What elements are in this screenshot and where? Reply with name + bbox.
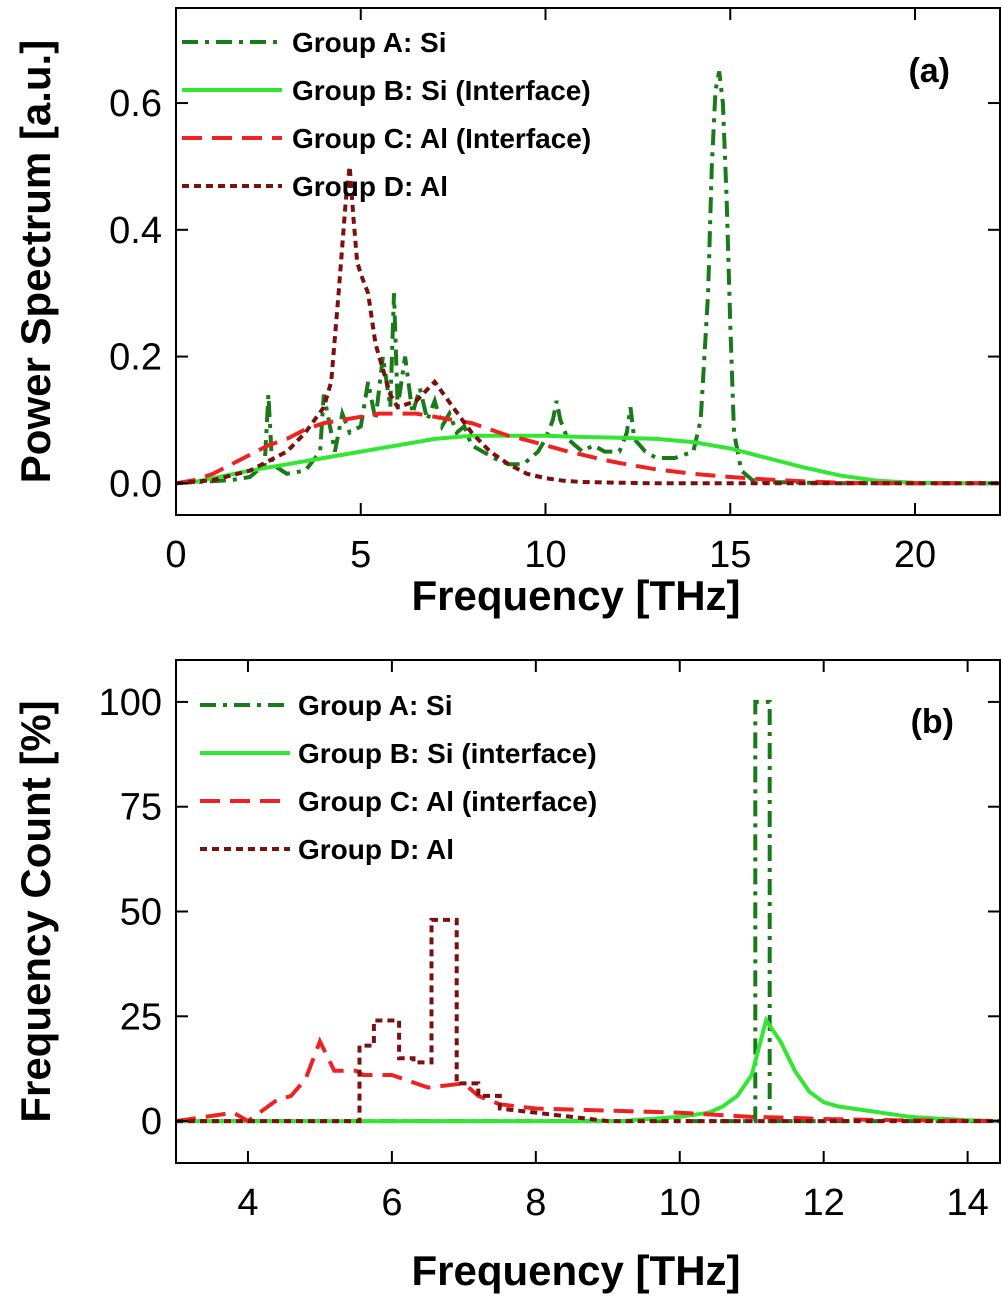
series-line-b-2: [175, 1036, 1001, 1124]
series-line-a-0: [175, 71, 1000, 486]
legend-label: Group B: Si (Interface): [292, 75, 591, 106]
x-tick-label: 14: [946, 1182, 988, 1224]
series-line-b-3: [176, 917, 1000, 1124]
x-tick-label: 10: [659, 1182, 701, 1224]
y-tick-label: 0.0: [109, 463, 162, 505]
x-tick-label: 4: [237, 1182, 258, 1224]
x-tick-label: 0: [165, 534, 186, 576]
y-tick-label: 0: [141, 1101, 162, 1143]
x-tick-label: 12: [803, 1182, 845, 1224]
x-tick-label: 20: [894, 534, 936, 576]
x-tick-label: 15: [709, 534, 751, 576]
legend-label: Group B: Si (interface): [298, 738, 597, 769]
y-tick-label: 0.4: [109, 210, 162, 252]
y-tick-label: 0.2: [109, 337, 162, 379]
legend-label: Group A: Si: [292, 27, 447, 58]
series-line-a-1: [175, 433, 1000, 486]
panel-b: 4 6 8 10 12 14 0 25 50 75 100 Frequency [THz] Freque…: [12, 659, 1001, 1294]
y-tick-label: 0.6: [109, 83, 162, 125]
y-tick-label: 50: [120, 892, 162, 934]
legend-label: Group C: Al (interface): [298, 786, 597, 817]
y-tick-label: 25: [120, 996, 162, 1038]
x-tick-label: 5: [350, 534, 371, 576]
panel-a: 0 5 10 15 20 0.0 0.2 0.4 0.6 Frequency [THz] Power…: [12, 7, 1001, 619]
panel-label: (a): [908, 52, 950, 90]
y-tick-label: 75: [120, 787, 162, 829]
y-axis-title: Power Spectrum [a.u.]: [12, 40, 59, 483]
y-axis-title: Frequency Count [%]: [12, 700, 59, 1122]
series-line-a-2: [175, 411, 1000, 486]
x-tick-label: 6: [381, 1182, 402, 1224]
panel-label: (b): [911, 703, 954, 741]
plot-frame: [175, 7, 1001, 516]
series-line-b-1: [176, 1015, 1001, 1124]
series-line-a-3: [175, 166, 1000, 486]
legend-label: Group C: Al (Interface): [292, 123, 591, 154]
x-tick-label: 8: [525, 1182, 546, 1224]
x-axis-title: Frequency [THz]: [411, 572, 740, 619]
legend-label: Group A: Si: [298, 690, 453, 721]
legend-label: Group D: Al: [298, 834, 454, 865]
x-tick-label: 10: [524, 534, 566, 576]
x-axis-title: Frequency [THz]: [411, 1247, 740, 1294]
y-tick-label: 100: [99, 682, 162, 724]
legend-label: Group D: Al: [292, 171, 448, 202]
